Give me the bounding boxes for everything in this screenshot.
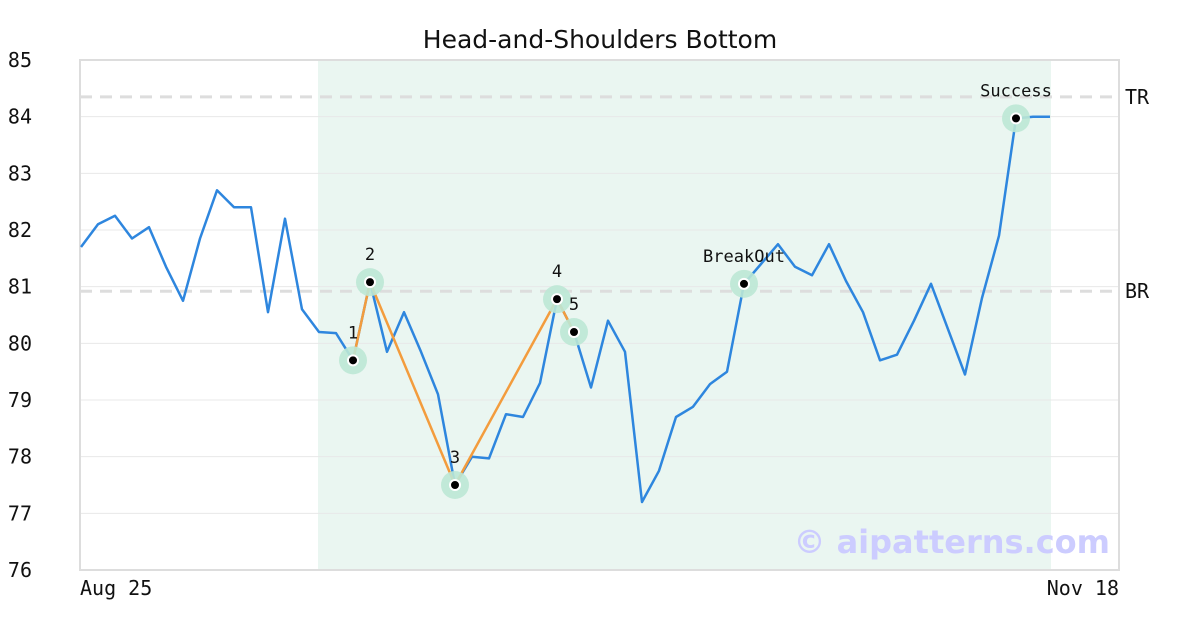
event-label-breakout: BreakOut xyxy=(703,247,785,267)
event-success-point xyxy=(1010,112,1022,125)
y-tick-76: 76 xyxy=(8,558,32,582)
pattern-point-5-point xyxy=(568,326,580,338)
event-breakout-point xyxy=(738,277,750,290)
y-tick-78: 78 xyxy=(8,445,32,469)
x-tick-end: Nov 18 xyxy=(1047,576,1119,600)
y-tick-85: 85 xyxy=(8,48,32,72)
y-tick-77: 77 xyxy=(8,501,32,525)
pattern-point-2-point xyxy=(364,276,376,289)
y-tick-83: 83 xyxy=(8,161,32,185)
y-tick-79: 79 xyxy=(8,388,32,412)
pattern-label-2: 2 xyxy=(365,245,375,265)
reference-label-br: BR xyxy=(1125,279,1150,303)
event-label-success: Success xyxy=(980,81,1052,101)
pattern-point-3-point xyxy=(449,479,461,491)
y-tick-84: 84 xyxy=(8,105,32,129)
pattern-highlight xyxy=(318,60,1051,570)
watermark: © aipatterns.com xyxy=(793,523,1110,561)
x-tick-start: Aug 25 xyxy=(80,576,152,600)
chart-title: Head-and-Shoulders Bottom xyxy=(423,25,777,54)
pattern-label-1: 1 xyxy=(348,323,358,343)
pattern-point-4-point xyxy=(551,293,563,306)
y-tick-80: 80 xyxy=(8,331,32,355)
pattern-label-4: 4 xyxy=(552,262,562,282)
pattern-label-3: 3 xyxy=(450,448,460,468)
gridlines xyxy=(80,116,1119,514)
markers xyxy=(339,104,1030,499)
pattern-label-5: 5 xyxy=(569,295,579,315)
highlight-layer xyxy=(318,60,1051,570)
reference-lines xyxy=(80,95,1119,293)
plot-frame xyxy=(79,59,1120,571)
y-tick-82: 82 xyxy=(8,218,32,242)
reference-label-tr: TR xyxy=(1125,85,1150,109)
labels: 76 77 78 79 80 81 82 83 84 85 TR BR 1 2 3 45 BreakOut Suc… xyxy=(8,48,1150,582)
pattern-point-1-point xyxy=(347,354,359,367)
y-tick-81: 81 xyxy=(8,275,32,299)
